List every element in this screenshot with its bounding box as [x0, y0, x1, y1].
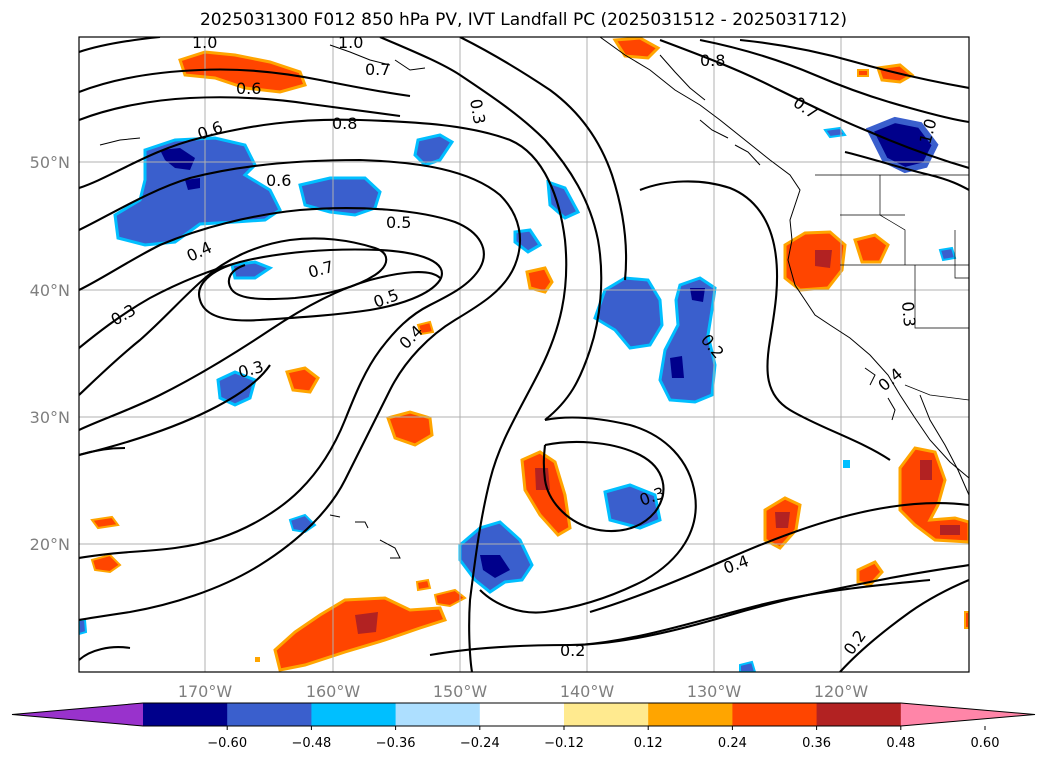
lat-tick-label: 30°N	[30, 408, 70, 427]
contour-label: 0.8	[332, 114, 357, 133]
latitude-tick-labels: 50°N 40°N 30°N 20°N	[30, 153, 70, 554]
lat-tick-label: 20°N	[30, 535, 70, 554]
coastlines	[99, 37, 969, 559]
colorbar-segment	[648, 703, 733, 726]
lon-tick-label: 130°W	[687, 682, 742, 701]
contour-label: 0.5	[386, 213, 411, 232]
pv-contours	[79, 37, 969, 672]
colorbar-segment	[564, 703, 649, 726]
contour-label: 0.7	[365, 60, 390, 79]
colorbar-tick-label: 0.12	[634, 736, 663, 751]
colorbar-segment	[816, 703, 902, 726]
colorbar-segment	[227, 703, 312, 726]
colorbar: −0.60 −0.48 −0.36 −0.24 −0.12 0.12 0.24 0.36 0.4…	[11, 702, 1036, 751]
colorbar-extend-min	[12, 703, 143, 726]
colorbar-segment	[732, 703, 818, 726]
lon-tick-label: 160°W	[306, 682, 361, 701]
contour-label: 0.3	[898, 301, 919, 328]
contour-label: 0.6	[266, 171, 291, 190]
colorbar-tick-label: 0.36	[802, 736, 831, 751]
colorbar-segment	[395, 703, 481, 726]
contour-label: 1.0	[338, 33, 363, 52]
colorbar-segment	[311, 703, 397, 726]
longitude-tick-labels: 170°W 160°W 150°W 140°W 130°W 120°W	[178, 682, 869, 701]
contour-label: 0.3	[466, 97, 489, 125]
lon-tick-label: 120°W	[814, 682, 869, 701]
state-borders	[815, 174, 969, 401]
colorbar-tick-label: −0.36	[376, 736, 416, 751]
colorbar-tick-label: −0.60	[207, 736, 247, 751]
lon-tick-label: 150°W	[433, 682, 488, 701]
map-area: 1.0 1.0 0.6 0.7 0.8 0.3 0.8 0.7 1.0 0.6 …	[79, 33, 969, 672]
contour-label: 0.2	[560, 641, 585, 660]
lon-tick-label: 140°W	[560, 682, 615, 701]
colorbar-extend-max	[900, 703, 1035, 726]
contour-label: 0.6	[236, 79, 261, 98]
graticule	[79, 37, 969, 672]
colorbar-tick-label: −0.12	[544, 736, 584, 751]
colorbar-segment	[479, 703, 565, 726]
positive-anomaly-patches	[90, 37, 969, 672]
lon-tick-label: 170°W	[178, 682, 233, 701]
colorbar-tick-label: 0.48	[886, 736, 915, 751]
colorbar-tick-label: −0.48	[291, 736, 331, 751]
lat-tick-label: 40°N	[30, 281, 70, 300]
colorbar-tick-label: 0.24	[718, 736, 747, 751]
colorbar-tick-label: 0.60	[971, 736, 1000, 751]
lat-tick-label: 50°N	[30, 153, 70, 172]
contour-label: 0.8	[700, 51, 725, 70]
map-frame	[78, 36, 970, 673]
colorbar-segment	[143, 703, 228, 726]
colorbar-tick-label: −0.24	[460, 736, 500, 751]
colorbar-outline	[11, 702, 1036, 727]
map-title: 2025031300 F012 850 hPa PV, IVT Landfall…	[199, 10, 847, 30]
contour-label: 1.0	[192, 33, 217, 52]
